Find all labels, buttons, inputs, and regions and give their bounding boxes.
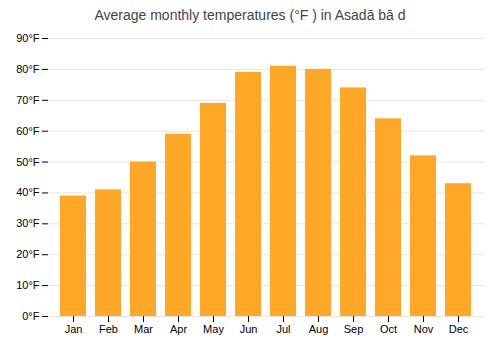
html-text:Average monthly temperatures (: Average monthly temperatures (°F ) in As… [94,7,406,23]
svg-text:20°F: 20°F [16,248,40,260]
svg-text:80°F: 80°F [16,63,40,75]
svg-text:60°F: 60°F [16,125,40,137]
svg-text:Apr: Apr [170,323,187,335]
svg-text:Nov: Nov [414,323,434,335]
svg-text:0°F: 0°F [22,310,40,322]
svg-text:Oct: Oct [380,323,397,335]
svg-text:Jun: Jun [240,323,258,335]
svg-text:Sep: Sep [344,323,364,335]
svg-text:70°F: 70°F [16,94,40,106]
svg-text:Dec: Dec [449,323,469,335]
svg-text:Feb: Feb [99,323,118,335]
svg-text:May: May [203,323,224,335]
svg-text:Mar: Mar [134,323,153,335]
svg-text:Jul: Jul [276,323,290,335]
svg-text:30°F: 30°F [16,217,40,229]
svg-text:Aug: Aug [309,323,329,335]
svg-text:50°F: 50°F [16,156,40,168]
svg-text:40°F: 40°F [16,186,40,198]
svg-text:Jan: Jan [65,323,83,335]
svg-text:10°F: 10°F [16,279,40,291]
svg-text:90°F: 90°F [16,32,40,44]
